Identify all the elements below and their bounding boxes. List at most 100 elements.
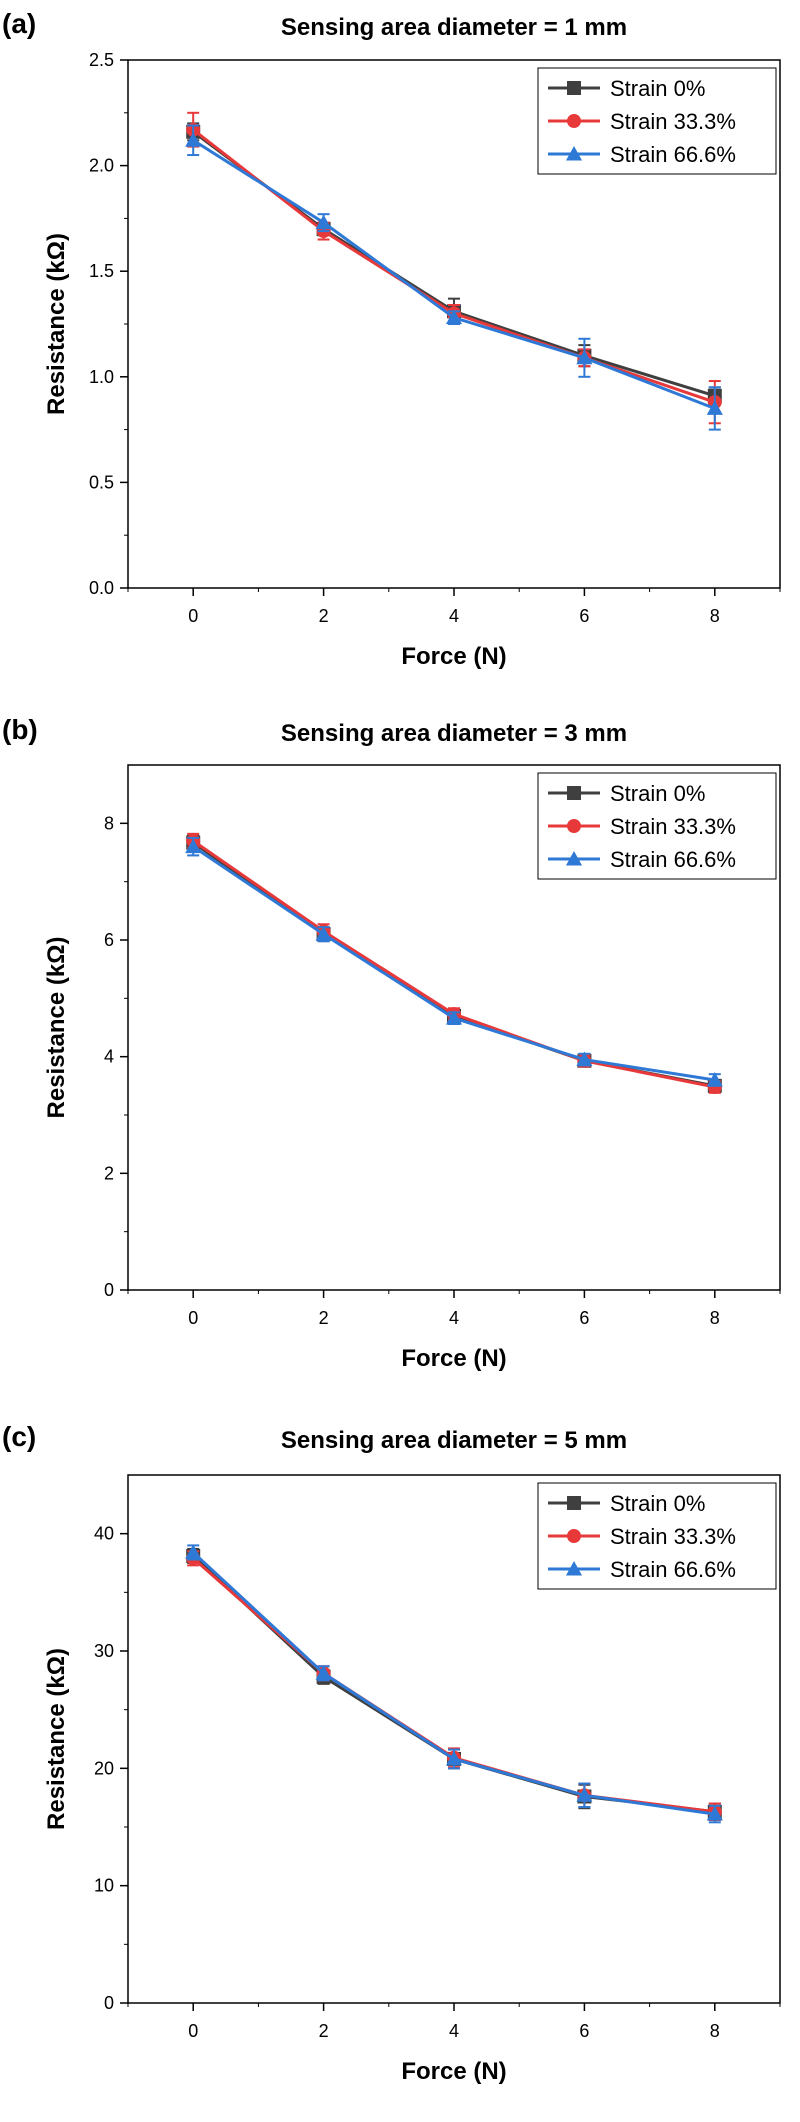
legend: Strain 0% Strain 33.3% Strain 66.6%	[537, 67, 777, 175]
y-tick-label: 2.0	[89, 156, 114, 176]
series-line	[192, 1554, 715, 1814]
legend-marker	[565, 850, 583, 866]
data-point	[706, 400, 723, 415]
panel-label: (a)	[2, 8, 36, 39]
x-tick-label: 0	[188, 1308, 198, 1328]
data-point	[706, 1071, 723, 1087]
series-1	[186, 1550, 722, 1821]
legend-label: Strain 33.3%	[610, 1524, 736, 1549]
legend-item: Strain 0%	[548, 781, 705, 806]
legend-item: Strain 33.3%	[548, 109, 736, 134]
data-point	[576, 1051, 593, 1067]
series-line	[192, 1557, 715, 1814]
x-tick-label: 6	[579, 1308, 589, 1328]
series-line	[192, 1551, 716, 1816]
legend-item: Strain 66.6%	[548, 1557, 736, 1582]
x-axis-label: Force (N)	[401, 643, 506, 670]
x-tick-label: 6	[579, 606, 589, 626]
legend-label: Strain 66.6%	[610, 142, 736, 167]
data-point	[576, 349, 593, 365]
x-tick-label: 8	[710, 2021, 720, 2041]
chart-title: Sensing area diameter = 1 mm	[281, 14, 627, 41]
series-line	[192, 138, 716, 410]
x-tick-label: 0	[188, 606, 198, 626]
x-tick-label: 2	[319, 1308, 329, 1328]
panel-label: (b)	[2, 714, 38, 745]
y-tick-label: 40	[94, 1524, 114, 1544]
y-tick-label: 20	[94, 1758, 114, 1778]
legend-marker	[565, 145, 583, 161]
y-tick-label: 0	[104, 1993, 114, 2013]
legend-marker	[567, 114, 581, 128]
series-2	[185, 124, 723, 431]
legend-marker	[567, 1496, 581, 1510]
chart-title: Sensing area diameter = 5 mm	[281, 1427, 627, 1454]
x-tick-label: 8	[710, 606, 720, 626]
legend-marker	[565, 1560, 583, 1576]
legend-label: Strain 33.3%	[610, 109, 736, 134]
y-tick-label: 0	[104, 1280, 114, 1300]
legend-marker	[567, 1529, 581, 1543]
x-tick-label: 2	[319, 606, 329, 626]
x-tick-label: 2	[319, 2021, 329, 2041]
legend: Strain 0% Strain 33.3% Strain 66.6%	[537, 1482, 777, 1590]
legend-item: Strain 66.6%	[548, 847, 736, 872]
legend-label: Strain 0%	[610, 1491, 705, 1516]
y-tick-label: 10	[94, 1876, 114, 1896]
data-point	[315, 1665, 332, 1680]
chart-panel-c: (c) Sensing area diameter = 5 mm 0 2 4 6 8 0 10 2…	[2, 1421, 781, 2085]
legend-label: Strain 33.3%	[610, 814, 736, 839]
y-tick-label: 1.5	[89, 261, 114, 281]
y-axis-label: Resistance (kΩ)	[43, 937, 70, 1119]
legend-marker	[567, 819, 581, 833]
panel-label: (c)	[2, 1421, 36, 1452]
x-axis-label: Force (N)	[401, 2058, 506, 2085]
y-tick-label: 0.0	[89, 578, 114, 598]
y-axis-label: Resistance (kΩ)	[43, 233, 70, 415]
series-0	[186, 1547, 722, 1821]
x-axis-label: Force (N)	[401, 1345, 506, 1372]
y-tick-label: 2.5	[89, 50, 114, 70]
x-tick-label: 6	[579, 2021, 589, 2041]
y-tick-label: 4	[104, 1047, 114, 1067]
y-tick-label: 8	[104, 813, 114, 833]
legend-item: Strain 0%	[548, 76, 705, 101]
legend-item: Strain 0%	[548, 1491, 705, 1516]
y-axis-label: Resistance (kΩ)	[43, 1648, 70, 1830]
legend-item: Strain 66.6%	[548, 142, 736, 167]
chart-panel-a: (a) Sensing area diameter = 1 mm 0 2 4 6 8 0.0 0…	[2, 8, 781, 670]
y-tick-label: 30	[94, 1641, 114, 1661]
x-tick-label: 4	[449, 1308, 459, 1328]
legend-label: Strain 0%	[610, 781, 705, 806]
x-tick-label: 4	[449, 2021, 459, 2041]
data-point	[315, 214, 332, 230]
data-point	[445, 309, 463, 325]
legend-item: Strain 33.3%	[548, 1524, 736, 1549]
data-point	[185, 1544, 202, 1559]
data-point	[185, 838, 202, 854]
legend-item: Strain 33.3%	[548, 814, 736, 839]
legend-label: Strain 66.6%	[610, 847, 736, 872]
legend-label: Strain 66.6%	[610, 1557, 736, 1582]
x-tick-label: 8	[710, 1308, 720, 1328]
data-point	[706, 1806, 723, 1821]
legend: Strain 0% Strain 33.3% Strain 66.6%	[537, 772, 777, 880]
x-tick-label: 0	[188, 2021, 198, 2041]
data-point	[445, 1010, 463, 1025]
data-point	[185, 132, 202, 147]
series-2	[185, 836, 723, 1087]
series-line	[192, 845, 716, 1082]
data-point	[445, 1750, 463, 1766]
x-tick-label: 4	[449, 606, 459, 626]
data-point	[576, 1787, 593, 1802]
data-point	[315, 926, 332, 941]
series-2	[185, 1544, 723, 1824]
chart-panel-b: (b) Sensing area diameter = 3 mm 0 2 4 6 8 0 2 4 6…	[2, 714, 781, 1372]
y-tick-label: 1.0	[89, 367, 114, 387]
legend-label: Strain 0%	[610, 76, 705, 101]
legend-marker	[567, 786, 581, 800]
y-tick-label: 2	[104, 1163, 114, 1183]
y-tick-label: 6	[104, 930, 114, 950]
